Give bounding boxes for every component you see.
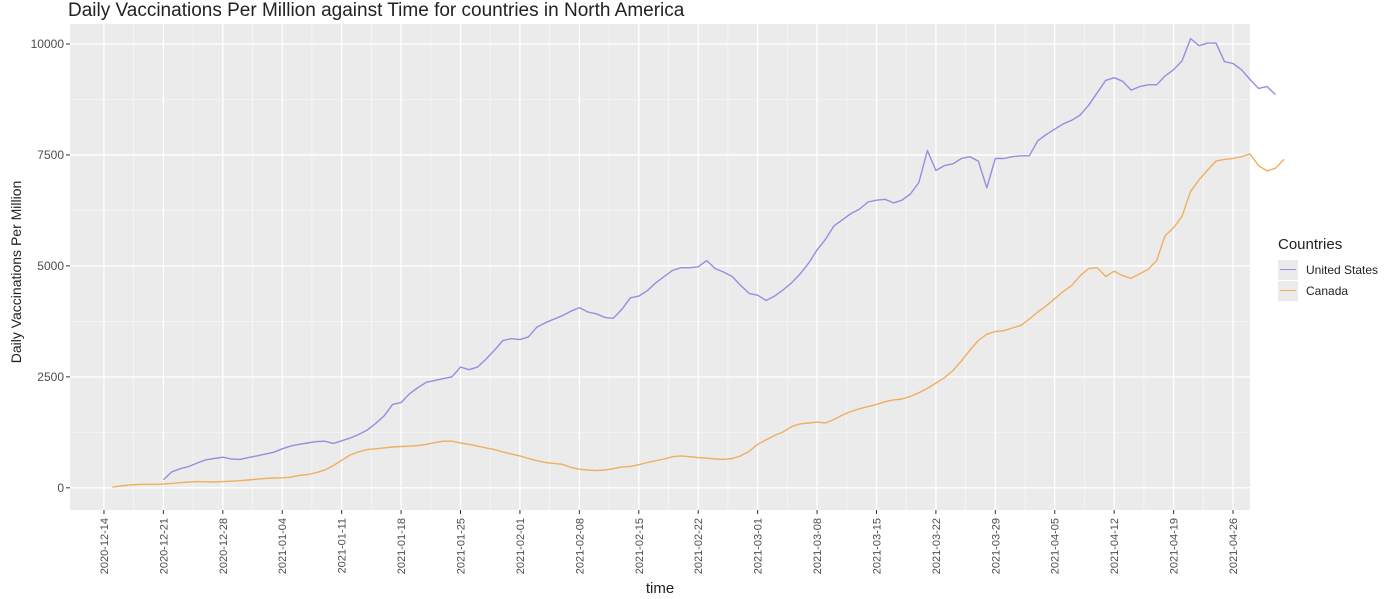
x-tick-label: 2021-02-01 xyxy=(515,518,527,574)
y-tick-label: 5000 xyxy=(37,259,64,273)
x-tick-label: 2020-12-28 xyxy=(218,518,230,574)
y-tick-label: 2500 xyxy=(37,370,64,384)
legend-item-united-states: United States xyxy=(1278,259,1378,280)
legend: Countries United States Canada xyxy=(1278,236,1378,301)
chart-title: Daily Vaccinations Per Million against T… xyxy=(68,0,685,21)
legend-label-united-states: United States xyxy=(1306,262,1379,277)
x-tick-label: 2021-02-08 xyxy=(574,518,586,574)
y-tick-label: 7500 xyxy=(37,148,64,162)
legend-line-united-states xyxy=(1280,268,1296,270)
legend-key-canada xyxy=(1278,280,1298,301)
x-tick-label: 2021-01-11 xyxy=(337,518,349,573)
x-tick-label: 2021-04-19 xyxy=(1169,518,1181,574)
x-tick-label: 2021-03-08 xyxy=(812,518,824,574)
series-line-canada xyxy=(112,153,1285,488)
plot-panel xyxy=(70,24,1250,510)
x-tick-label: 2021-04-12 xyxy=(1109,518,1121,574)
x-tick-label: 2021-01-25 xyxy=(456,518,468,574)
x-tick-label: 2021-03-01 xyxy=(753,518,765,574)
x-tick-label: 2021-01-18 xyxy=(396,518,408,574)
legend-item-canada: Canada xyxy=(1278,280,1378,301)
x-tick-label: 2020-12-14 xyxy=(99,518,111,574)
legend-line-canada xyxy=(1280,289,1296,291)
y-tick-label: 10000 xyxy=(31,37,65,51)
legend-label-canada: Canada xyxy=(1306,283,1349,298)
series-line-united-states xyxy=(162,37,1276,481)
x-tick-label: 2021-03-22 xyxy=(931,518,943,574)
x-tick-label: 2021-03-15 xyxy=(871,518,883,574)
x-tick-label: 2021-01-04 xyxy=(277,518,289,574)
legend-title: Countries xyxy=(1278,236,1343,253)
y-tick-label: 0 xyxy=(57,481,64,495)
x-axis-label: time xyxy=(645,580,675,597)
x-tick-label: 2020-12-21 xyxy=(158,518,170,574)
x-tick-label: 2021-02-15 xyxy=(634,518,646,574)
x-tick-label: 2021-02-22 xyxy=(693,518,705,574)
x-tick-label: 2021-04-26 xyxy=(1228,518,1240,574)
x-tick-label: 2021-03-29 xyxy=(990,518,1002,574)
legend-key-united-states xyxy=(1278,259,1298,280)
x-tick-label: 2021-04-05 xyxy=(1050,518,1062,574)
